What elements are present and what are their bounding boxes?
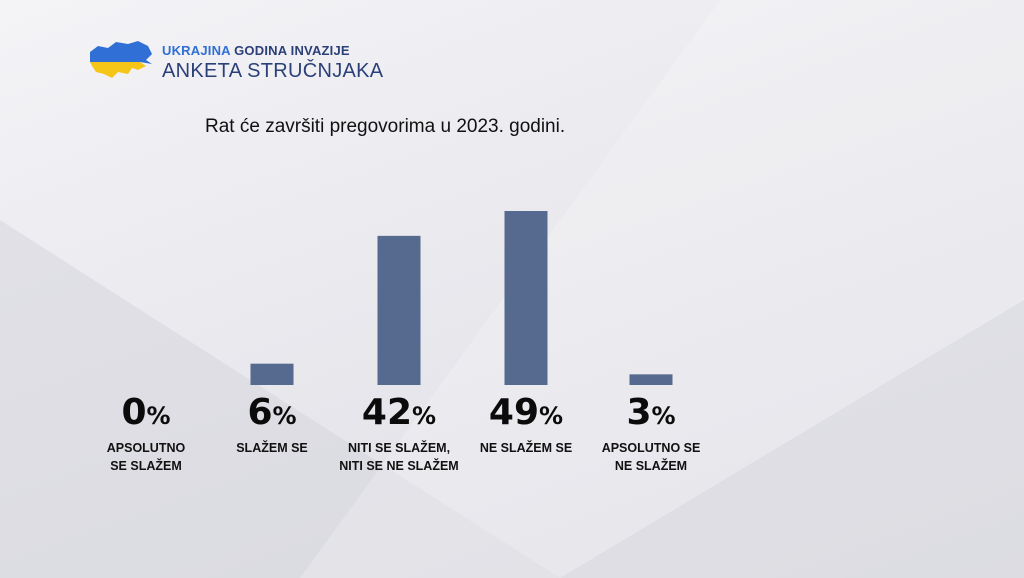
bar-value-label-2: 42% (362, 392, 436, 433)
bar-value-label-1: 6% (247, 392, 296, 433)
chart-title: Rat će završiti pregovorima u 2023. godi… (205, 116, 566, 137)
bar-1 (250, 363, 294, 385)
brand-subtitle: UKRAJINA GODINA INVAZIJE (162, 43, 350, 58)
category-label-2: NITI SE SLAŽEM, NITI SE NE SLAŽEM (339, 440, 458, 473)
bar-value-label-4: 3% (626, 392, 675, 433)
bar-3 (504, 211, 548, 385)
bar-value-label-0: 0% (121, 392, 170, 433)
category-label-0: APSOLUTNO SE SLAŽEM (107, 441, 186, 473)
category-label-4: APSOLUTNO SE NE SLAŽEM (602, 441, 701, 473)
brand-title: ANKETA STRUČNJAKA (162, 60, 384, 82)
bar-4 (629, 374, 673, 385)
category-label-1: SLAŽEM SE (236, 440, 308, 455)
bar-value-label-3: 49% (489, 392, 563, 433)
category-label-3: NE SLAŽEM SE (480, 440, 572, 455)
bar-2 (377, 235, 421, 385)
ukraine-map-icon (90, 41, 152, 78)
brand-header: UKRAJINA GODINA INVAZIJE ANKETA STRUČNJA… (88, 38, 383, 84)
